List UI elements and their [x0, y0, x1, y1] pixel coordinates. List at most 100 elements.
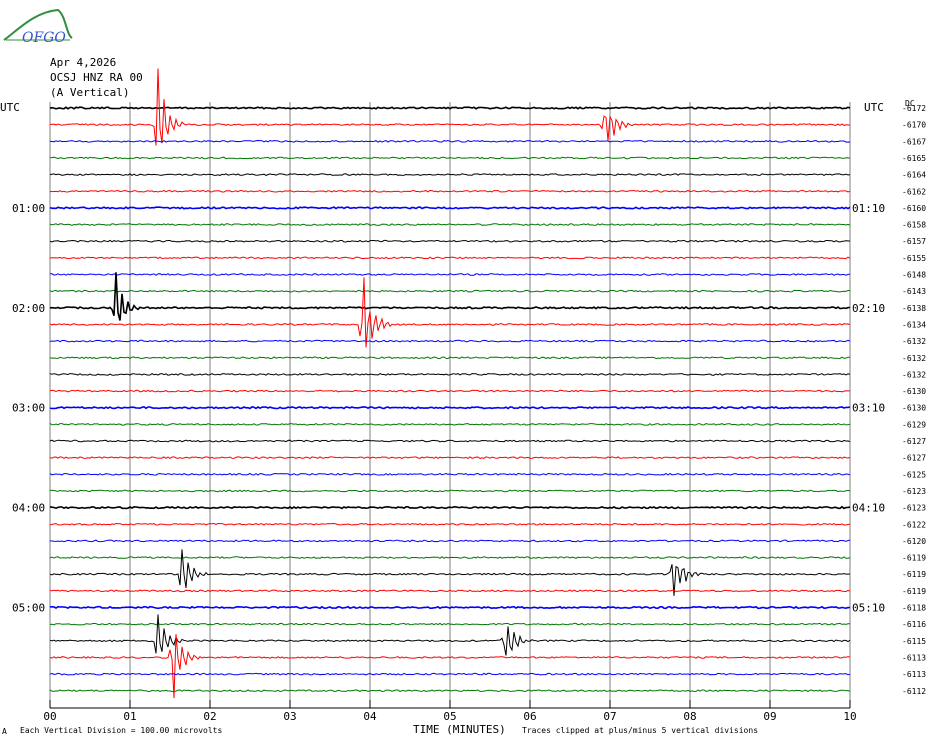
x-tick-label: 07	[603, 710, 616, 723]
trace-row	[49, 372, 851, 376]
x-tick-label: 01	[123, 710, 136, 723]
left-time-label: 05:00	[12, 602, 45, 615]
dc-offset-label: -6148	[902, 271, 926, 280]
trace-row	[49, 272, 850, 321]
dc-offset-label: -6123	[902, 504, 926, 513]
trace-row	[49, 614, 851, 656]
trace-row	[49, 472, 851, 476]
dc-offset-label: -6130	[902, 387, 926, 396]
x-tick-label: 10	[843, 710, 856, 723]
dc-offset-label: -6165	[902, 154, 926, 163]
dc-offset-label: -6127	[902, 454, 926, 463]
dc-header: DC	[905, 99, 915, 108]
dc-offset-label: -6123	[902, 487, 926, 496]
header-component: (A Vertical)	[50, 86, 130, 99]
dc-offset-label: -6132	[902, 370, 926, 379]
trace-row	[49, 389, 850, 393]
trace-row	[49, 456, 851, 460]
utc-right-label: UTC	[864, 101, 884, 114]
dc-offset-label: -6119	[902, 554, 926, 563]
x-tick-label: 05	[443, 710, 456, 723]
right-time-label: 02:10	[852, 302, 885, 315]
dc-offset-label: -6118	[902, 604, 926, 613]
trace-row	[49, 556, 851, 559]
scale-note: Each Vertical Division = 100.00 microvol…	[20, 726, 223, 735]
dc-offset-label: -6160	[902, 204, 926, 213]
clip-note: Traces clipped at plus/minus 5 vertical …	[522, 726, 759, 735]
left-time-label: 01:00	[12, 202, 45, 215]
trace-row	[49, 289, 851, 293]
trace-row	[49, 277, 851, 348]
trace-row	[50, 273, 851, 276]
dc-offset-label: -6164	[902, 171, 926, 180]
trace-row	[49, 206, 851, 210]
x-tick-label: 09	[763, 710, 776, 723]
x-tick-label: 04	[363, 710, 377, 723]
trace-group	[49, 68, 851, 699]
trace-row	[49, 173, 851, 177]
x-tick-label: 00	[43, 710, 56, 723]
ofgo-logo: OFGO	[3, 8, 73, 46]
right-time-label: 05:10	[852, 602, 885, 615]
dc-offset-label: -6116	[902, 620, 926, 629]
trace-row	[49, 356, 851, 360]
right-time-label: 04:10	[852, 502, 885, 515]
label-group: 00 01 02 03 04 05 06 07 08 09 10 -6172 -6170 -6167 -61…	[0, 99, 926, 723]
dc-offset-label: -6113	[902, 653, 926, 662]
trace-row	[49, 139, 851, 143]
trace-row	[49, 405, 851, 410]
dc-offset-label: -6127	[902, 437, 926, 446]
dc-offset-label: -6132	[902, 354, 926, 363]
dc-offset-label: -6170	[902, 121, 926, 130]
logo-text: OFGO	[22, 30, 66, 46]
dc-offset-label: -6122	[902, 520, 926, 529]
dc-offset-label: -6162	[902, 187, 926, 196]
utc-left-label: UTC	[0, 101, 20, 114]
trace-row	[49, 223, 851, 226]
x-tick-label: 02	[203, 710, 216, 723]
trace-row	[49, 549, 851, 596]
mountain-logo-icon	[3, 8, 73, 41]
dc-offset-label: -6172	[902, 104, 926, 113]
trace-row	[49, 256, 851, 260]
trace-row	[49, 189, 851, 193]
right-time-label: 03:10	[852, 402, 885, 415]
dc-offset-label: -6155	[902, 254, 926, 263]
dc-offset-label: -6138	[902, 304, 926, 313]
left-time-label: 03:00	[12, 402, 45, 415]
trace-row	[49, 589, 851, 593]
dc-offset-label: -6115	[902, 637, 926, 646]
right-time-label: 01:10	[852, 202, 885, 215]
header-date: Apr 4,2026	[50, 56, 117, 69]
dc-offset-label: -6167	[902, 137, 926, 146]
x-tick-label: 06	[523, 710, 536, 723]
left-time-label: 02:00	[12, 302, 45, 315]
trace-row	[49, 672, 851, 676]
scale-prefix: A	[2, 727, 7, 736]
trace-row	[50, 605, 851, 610]
trace-row	[49, 68, 850, 146]
dc-offset-label: -6119	[902, 570, 926, 579]
trace-row	[49, 423, 851, 426]
dc-offset-label: -6143	[902, 287, 926, 296]
trace-row	[49, 106, 851, 110]
trace-row	[49, 622, 851, 626]
trace-row	[49, 439, 851, 443]
trace-row	[49, 505, 851, 510]
trace-row	[49, 522, 851, 526]
trace-row	[49, 539, 851, 543]
trace-row	[49, 634, 851, 699]
dc-offset-label: -6130	[902, 404, 926, 413]
dc-offset-label: -6129	[902, 420, 926, 429]
dc-offset-label: -6132	[902, 337, 926, 346]
trace-row	[49, 689, 851, 693]
header-station: OCSJ HNZ RA 00	[50, 71, 143, 84]
trace-row	[49, 156, 851, 160]
dc-offset-label: -6119	[902, 587, 926, 596]
dc-offset-label: -6112	[902, 687, 926, 696]
dc-offset-label: -6125	[902, 470, 926, 479]
left-time-label: 04:00	[12, 502, 45, 515]
trace-row	[49, 489, 851, 493]
dc-offset-label: -6120	[902, 537, 926, 546]
